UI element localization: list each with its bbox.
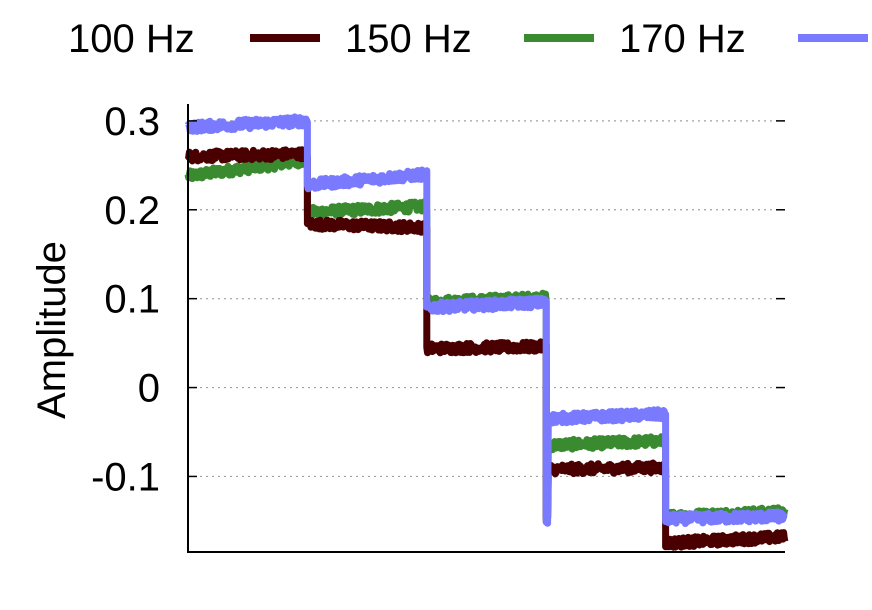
axis-lines bbox=[187, 104, 785, 553]
y-tick-labels: 0.3 0.2 0.1 0 -0.1 bbox=[91, 100, 160, 500]
legend-label-0: 100 Hz bbox=[68, 17, 195, 61]
y-tick-label-3: 0 bbox=[138, 367, 160, 411]
series-layer bbox=[184, 113, 789, 551]
y-tick-label-4: -0.1 bbox=[91, 455, 160, 499]
y-tick-label-2: 0.1 bbox=[104, 278, 160, 322]
y-axis-label: Amplitude bbox=[30, 241, 74, 419]
axes bbox=[187, 104, 785, 553]
series-line-170-hz bbox=[184, 113, 788, 527]
series-line-100-hz bbox=[184, 146, 789, 551]
y-tick-label-1: 0.2 bbox=[104, 189, 160, 233]
legend-label-2: 170 Hz bbox=[619, 17, 746, 61]
legend-label-1: 150 Hz bbox=[345, 17, 472, 61]
series-line-150-hz bbox=[184, 152, 789, 527]
legend: 100 Hz 150 Hz 170 Hz bbox=[68, 17, 868, 61]
y-tick-label-0: 0.3 bbox=[104, 100, 160, 144]
